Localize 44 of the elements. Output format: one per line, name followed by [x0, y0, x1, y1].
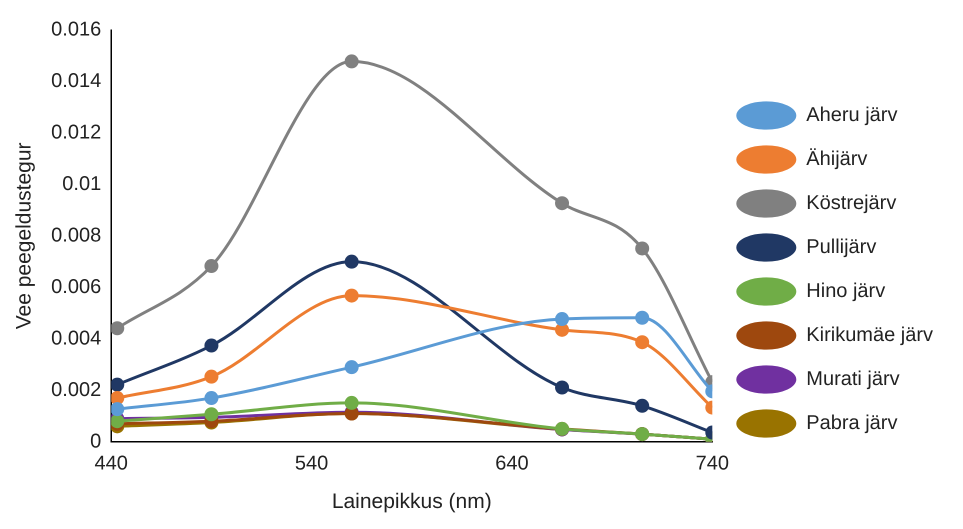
- point: [204, 259, 218, 274]
- legend-label: Kirikumäe järv: [806, 324, 934, 346]
- legend-label: Pullijärv: [806, 236, 876, 258]
- legend-label: Murati järv: [806, 368, 900, 390]
- x-tick-label: 440: [94, 452, 128, 474]
- legend-label: Hino järv: [806, 280, 886, 302]
- point: [555, 312, 570, 326]
- y-tick-label: 0.002: [51, 378, 102, 401]
- point: [635, 335, 650, 350]
- point: [111, 321, 124, 336]
- legend-label: Ähijärv: [806, 148, 868, 170]
- legend-label: Aheru järv: [806, 104, 898, 126]
- legend-label: Pabra järv: [806, 412, 898, 434]
- point: [555, 380, 570, 394]
- x-tick-label: 540: [294, 452, 328, 474]
- point: [555, 196, 570, 210]
- y-tick-label: 0.01: [62, 172, 102, 195]
- point: [344, 288, 359, 303]
- x-tick-label: 740: [696, 452, 729, 474]
- point: [344, 254, 359, 269]
- legend-label: Köstrejärv: [806, 192, 896, 214]
- point: [344, 396, 359, 410]
- y-tick-label: 0.012: [51, 121, 102, 144]
- x-axis-title: Lainepikkus (nm): [332, 490, 492, 514]
- point: [635, 310, 650, 325]
- point: [204, 407, 218, 422]
- point: [635, 242, 650, 256]
- y-tick-label: 0.004: [51, 327, 102, 350]
- point: [344, 360, 359, 374]
- y-tick-label: 0.006: [51, 276, 102, 298]
- point: [111, 402, 124, 416]
- point: [204, 391, 218, 406]
- point: [344, 54, 359, 68]
- point: [635, 398, 650, 413]
- y-axis-title: Vee peegeldustegur: [12, 142, 36, 330]
- y-tick-label: 0.014: [51, 70, 102, 92]
- x-tick-label: 640: [495, 452, 529, 474]
- y-tick-label: 0: [90, 430, 102, 452]
- point: [111, 378, 124, 392]
- point: [111, 414, 124, 428]
- y-tick-label: 0.008: [51, 224, 102, 246]
- point: [204, 338, 218, 353]
- y-tick-label: 0.016: [51, 18, 102, 41]
- point: [204, 370, 218, 384]
